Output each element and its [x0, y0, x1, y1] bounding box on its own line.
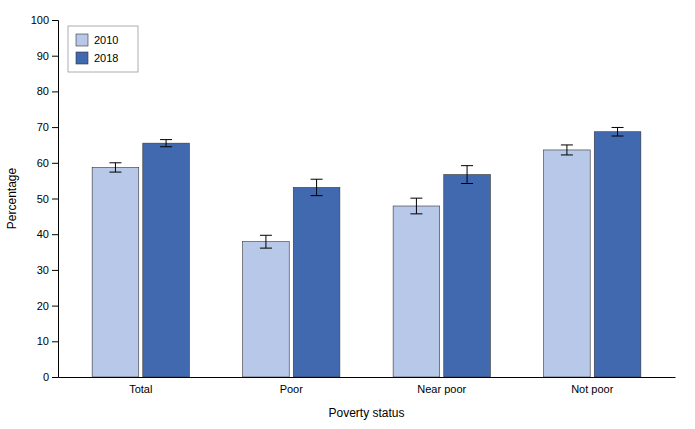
tick: 80: [37, 85, 58, 97]
tick-mark: [52, 127, 58, 128]
bar: [143, 143, 190, 377]
bar: [293, 187, 340, 377]
tick-label: 80: [37, 85, 49, 97]
tick-label: 90: [37, 50, 49, 62]
legend-swatch: [76, 52, 88, 64]
tick-mark: [52, 20, 58, 21]
tick-mark: [52, 163, 58, 164]
error-bar: [561, 145, 573, 155]
tick-label: 10: [37, 335, 49, 347]
legend-frame: [68, 26, 138, 72]
bar: [544, 150, 591, 377]
tick: Not poor: [571, 383, 614, 395]
legend-label: 2018: [94, 52, 118, 64]
tick-label: Near poor: [417, 383, 466, 395]
tick-label: 100: [31, 14, 49, 26]
tick: 90: [37, 50, 58, 62]
bar: [243, 242, 290, 377]
bar: [444, 175, 491, 377]
tick-label: Total: [129, 383, 152, 395]
tick: 20: [37, 300, 58, 312]
tick-mark: [52, 270, 58, 271]
tick: 70: [37, 121, 58, 133]
bar: [92, 167, 139, 377]
tick-mark: [52, 377, 58, 378]
tick: 100: [31, 14, 58, 26]
legend: 2010 2018: [68, 26, 138, 72]
tick-label: 0: [43, 371, 49, 383]
tick: 0: [43, 371, 58, 383]
tick: Near poor: [417, 383, 466, 395]
chart: 0 10 20 30 40 50 60 70 80 90 100 Total Poor Near poor…: [0, 0, 695, 429]
legend-label: 2010: [94, 34, 118, 46]
tick: Poor: [280, 383, 304, 395]
axis-line: [52, 21, 59, 378]
tick: 30: [37, 264, 58, 276]
y-axis: 0 10 20 30 40 50 60 70 80 90 100: [31, 14, 59, 383]
error-bar: [109, 163, 121, 172]
tick: 10: [37, 335, 58, 347]
tick-mark: [52, 56, 58, 57]
tick-label: 50: [37, 193, 49, 205]
tick-mark: [52, 199, 58, 200]
tick-mark: [52, 341, 58, 342]
tick: 40: [37, 228, 58, 240]
error-bar: [461, 166, 473, 184]
plot: 0 10 20 30 40 50 60 70 80 90 100 Total Poor Near poor…: [31, 14, 676, 395]
tick-label: Not poor: [571, 383, 614, 395]
tick-label: 60: [37, 157, 49, 169]
tick-mark: [52, 91, 58, 92]
tick-mark: [52, 306, 58, 307]
tick: Total: [129, 383, 152, 395]
legend-item: 2010: [76, 34, 118, 46]
error-bar: [410, 198, 422, 214]
tick-label: 70: [37, 121, 49, 133]
tick-mark: [52, 234, 58, 235]
y-axis-title: Percentage: [5, 167, 19, 229]
x-axis-title: Poverty status: [328, 406, 404, 420]
axis-line: [59, 377, 676, 378]
error-bar: [612, 127, 624, 136]
tick-label: 30: [37, 264, 49, 276]
marks: [92, 127, 641, 377]
legend-item: 2018: [76, 52, 118, 64]
tick-label: Poor: [280, 383, 304, 395]
tick-label: 20: [37, 300, 49, 312]
x-axis: Total Poor Near poor Not poor: [59, 378, 676, 395]
bar: [594, 132, 641, 377]
error-bar: [160, 140, 172, 147]
series: [143, 127, 641, 377]
tick-label: 40: [37, 228, 49, 240]
tick: 60: [37, 157, 58, 169]
legend-swatch: [76, 34, 88, 46]
bar: [393, 206, 440, 377]
error-bar: [260, 235, 272, 248]
tick: 50: [37, 193, 58, 205]
error-bar: [311, 179, 323, 195]
